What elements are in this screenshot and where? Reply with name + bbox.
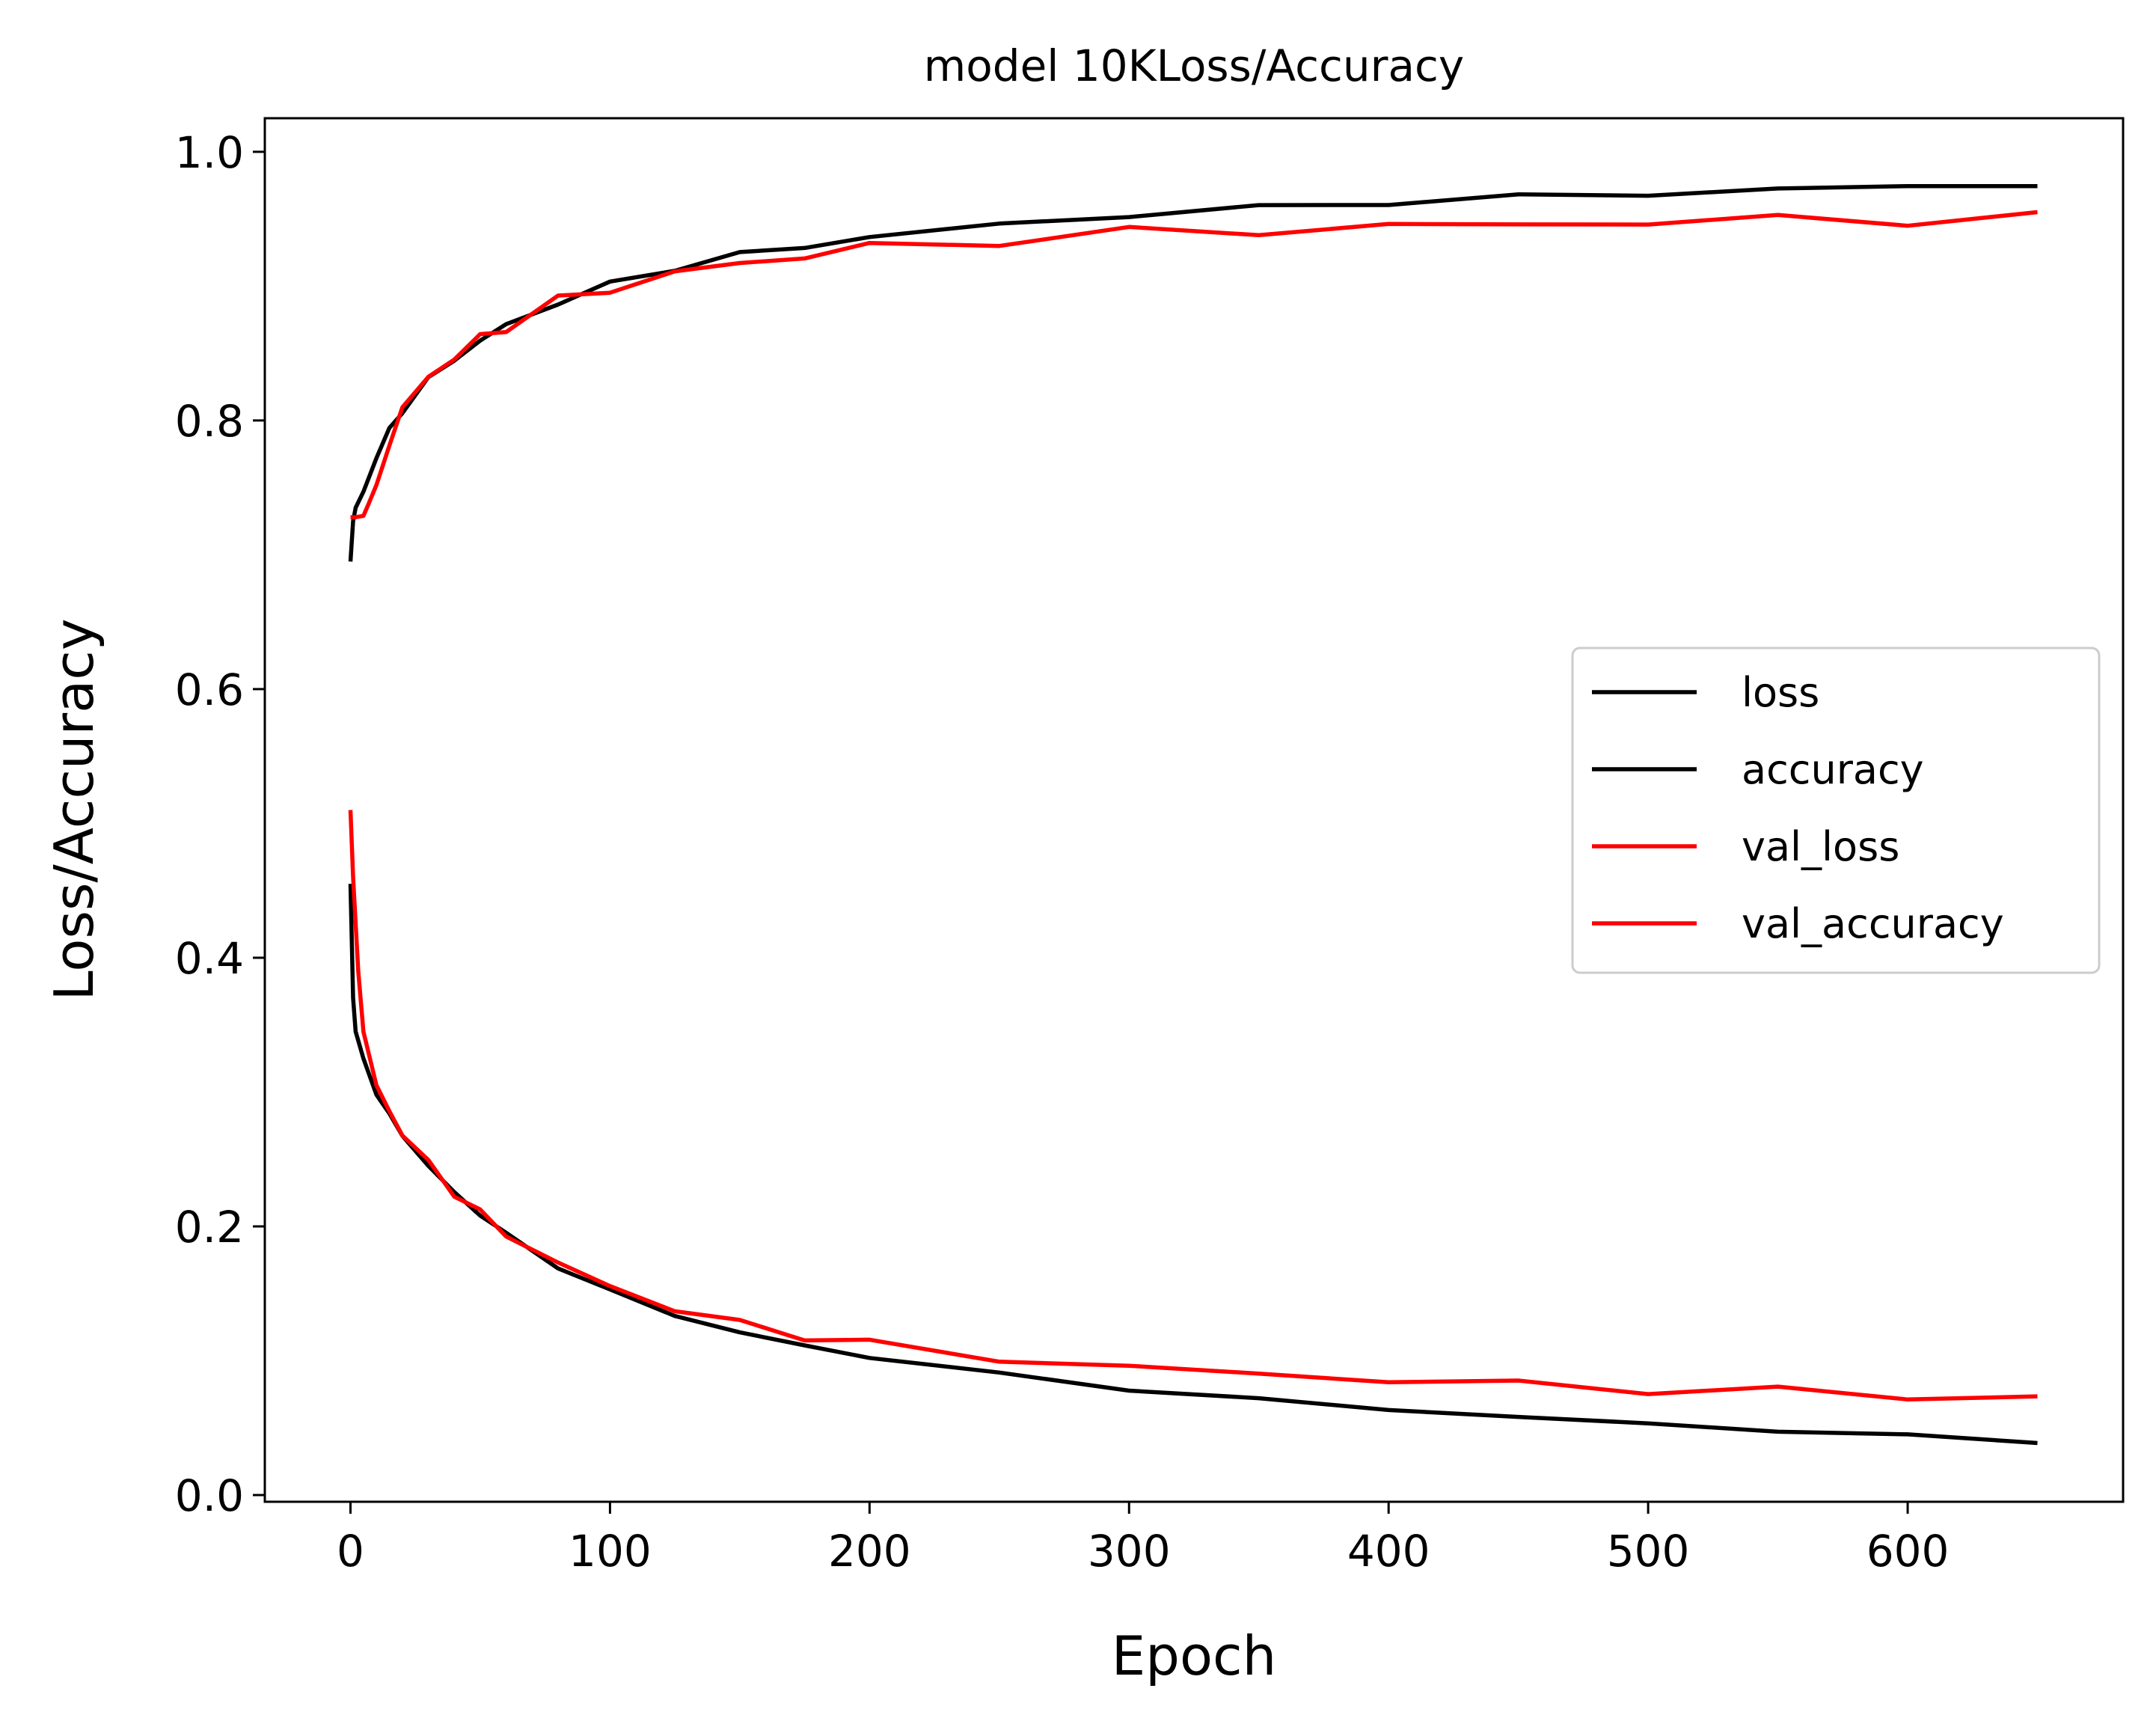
series-line-val-accuracy (350, 210, 2038, 519)
y-tick-label: 0.6 (175, 664, 244, 715)
legend-label-val-loss: val_loss (1742, 823, 1899, 870)
x-tick-label: 500 (1607, 1526, 1690, 1577)
y-tick-label: 0.0 (175, 1470, 244, 1521)
legend-frame (1571, 646, 2101, 974)
y-tick-label: 0.4 (175, 933, 244, 984)
y-axis: 0.0 0.2 0.4 0.6 0.8 1.0 (175, 127, 265, 1521)
x-tick-label: 300 (1088, 1526, 1171, 1577)
series-line-loss (348, 884, 2038, 1446)
x-tick-label: 200 (828, 1526, 911, 1577)
axes-frame (263, 117, 2125, 1503)
legend-label-loss: loss (1742, 669, 1819, 716)
series-line-accuracy (348, 183, 2038, 562)
x-tick-label: 100 (569, 1526, 652, 1577)
y-axis-label: Loss/Accuracy (43, 619, 105, 1001)
y-tick-label: 1.0 (175, 127, 244, 178)
y-tick-label: 0.8 (175, 396, 244, 447)
legend: loss accuracy val_loss val_accuracy (1571, 646, 2101, 974)
x-tick-label: 0 (337, 1526, 364, 1577)
x-axis-label: Epoch (1112, 1624, 1276, 1687)
x-tick-label: 600 (1866, 1526, 1950, 1577)
plot-area (348, 183, 2038, 1446)
chart-title: model 10KLoss/Accuracy (924, 40, 1464, 91)
x-tick-label: 400 (1347, 1526, 1430, 1577)
legend-label-val-accuracy: val_accuracy (1742, 900, 2004, 947)
x-axis: 0 100 200 300 400 500 600 (337, 1502, 1949, 1577)
y-tick-label: 0.2 (175, 1202, 244, 1253)
legend-label-accuracy: accuracy (1742, 746, 1924, 793)
series-line-val-loss (348, 810, 2038, 1402)
